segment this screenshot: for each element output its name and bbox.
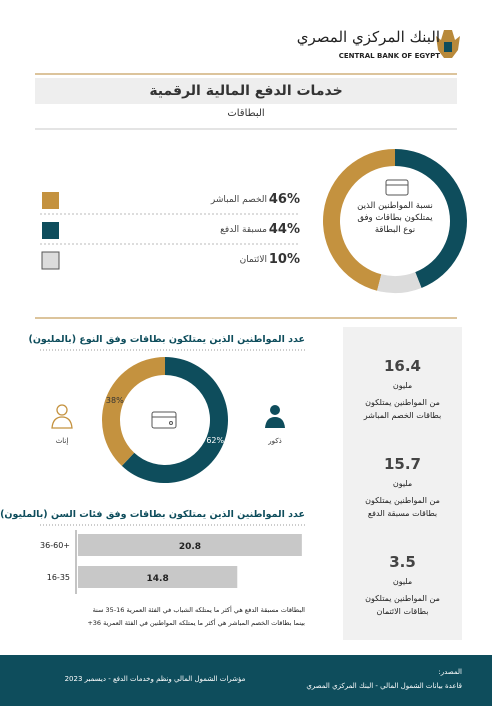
legend-swatch <box>42 192 59 209</box>
footer-source-label: المصدر: <box>438 668 462 676</box>
donut-segment <box>121 357 229 484</box>
stat-unit: مليون <box>392 381 413 390</box>
stats-panel <box>343 327 462 640</box>
stat-value: 16.4 <box>383 357 421 375</box>
legend-value: 46% <box>268 192 300 207</box>
footer-band <box>0 655 492 706</box>
legend-label: مسبقة الدفع <box>220 225 267 235</box>
rule <box>35 128 457 130</box>
stat-unit: مليون <box>392 479 413 488</box>
female-icon <box>51 404 73 429</box>
wallet-icon <box>151 179 409 429</box>
gender-label: إناث <box>56 437 69 445</box>
donut-label: 38% <box>106 396 124 405</box>
donut-segment <box>323 149 395 291</box>
section-title: عدد المواطنين الذين يمتلكون بطاقات وفق ا… <box>28 334 305 345</box>
legend-label: الخصم المباشر <box>210 195 267 205</box>
donut-segment <box>102 357 165 466</box>
stat-value: 3.5 <box>389 553 416 571</box>
gender-label: ذكور <box>267 437 281 445</box>
stat-value: 15.7 <box>383 455 421 473</box>
legend-label: الائتمان <box>239 255 267 265</box>
stat-text: من المواطنين يمتلكون بطاقات الائتمان <box>365 594 440 616</box>
emblem <box>436 30 460 58</box>
legend-swatch <box>42 222 59 239</box>
subtitle: البطاقات <box>227 108 265 119</box>
category-label: 16-35 <box>47 573 70 582</box>
stat-unit: مليون <box>392 577 413 586</box>
male-icon <box>265 405 285 428</box>
donut-label: 62% <box>206 436 224 445</box>
stat-text: من المواطنين يمتلكون بطاقات الخصم المباش… <box>363 398 442 420</box>
note: بينما بطاقات الخصم المباشر هي أكثر ما يم… <box>87 619 305 627</box>
category-label: 36-60+ <box>40 541 70 550</box>
note: البطاقات مسبقة الدفع هي أكثر ما يمتلكه ا… <box>92 606 305 614</box>
logo-ar: البنك المركزي المصري <box>296 28 440 46</box>
stat-text: من المواطنين يمتلكون بطاقات مسبقة الدفع <box>365 496 440 518</box>
bar-value: 20.8 <box>179 542 201 552</box>
legend-value: 44% <box>268 222 300 237</box>
donut-segment <box>377 272 422 293</box>
bar <box>78 566 238 588</box>
legend-swatch <box>41 251 60 270</box>
donut-segment <box>395 149 468 288</box>
donut-caption: نسبة المواطنين الذين يمتلكون بطاقات وفق … <box>357 201 433 235</box>
title: خدمات الدفع المالية الرقمية <box>149 83 343 99</box>
logo-en: CENTRAL BANK OF EGYPT <box>338 52 440 60</box>
legend-value: 10% <box>268 252 300 267</box>
section-title: عدد المواطنين الذين يمتلكون بطاقات وفق ف… <box>0 509 305 520</box>
title-band <box>35 78 457 104</box>
footer-source: قاعدة بيانات الشمول المالي - البنك المرك… <box>306 682 462 690</box>
bar-value: 14.8 <box>147 574 169 584</box>
footer-report: مؤشرات الشمول المالي ونظم وخدمات الدفع -… <box>64 675 246 683</box>
bar <box>78 534 302 556</box>
